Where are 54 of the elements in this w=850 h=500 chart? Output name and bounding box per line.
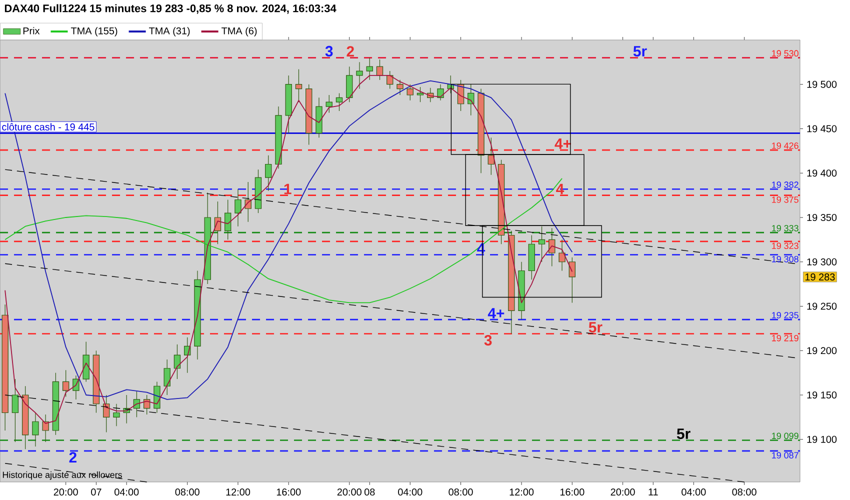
x-tick-label: 08:00	[448, 488, 473, 496]
ref-line-label: 19 219	[772, 334, 798, 342]
annotation: 2	[346, 46, 354, 57]
x-tick-label: 08:00	[732, 488, 756, 496]
annotation: 3	[325, 46, 333, 57]
y-tick-label: 19 400	[807, 170, 837, 177]
annotation: 2	[69, 452, 76, 463]
x-tick-label: 07	[91, 488, 102, 496]
x-tick-label: 20:00	[54, 488, 78, 496]
ref-line-label: 19 530	[772, 50, 798, 57]
x-tick-label: 12:00	[510, 488, 534, 496]
ref-line-label: 19 426	[772, 142, 798, 149]
ref-line-label: 19 235	[772, 312, 798, 318]
ref-line-label: 19 323	[772, 242, 798, 250]
x-tick-label: 12:00	[226, 488, 250, 496]
annotation: 5r	[633, 46, 647, 57]
annotation: 4	[556, 184, 564, 194]
x-tick-label: 04:00	[682, 488, 706, 496]
ref-line-label: 19 382	[772, 182, 798, 188]
ref-line-label: 19 087	[772, 452, 798, 458]
ref-line-label: 19 333	[772, 225, 798, 232]
legend-label: TMA (31)	[149, 27, 190, 36]
legend-label: TMA (6)	[222, 27, 257, 36]
x-tick-label: 20:00	[337, 488, 362, 496]
y-tick-label: 19 350	[807, 214, 837, 222]
text: 19 283	[805, 273, 835, 280]
annotation: 5r	[676, 428, 690, 440]
annotation: 1	[284, 184, 292, 194]
legend-label: Prix	[23, 27, 40, 34]
ref-line-label: 19 375	[772, 196, 798, 203]
y-tick-label: 19 500	[807, 80, 837, 88]
y-tick-label: 19 450	[807, 125, 837, 132]
annotation: 5r	[588, 322, 602, 333]
y-tick-label: 19 300	[807, 258, 837, 266]
y-tick-label: 19 150	[807, 391, 837, 399]
ref-line-label: 19 099	[772, 432, 798, 440]
x-tick-label: 04:00	[398, 488, 422, 496]
x-tick-label: 08:00	[175, 488, 200, 496]
x-tick-label: 16:00	[560, 488, 584, 496]
x-tick-label: 20:00	[610, 488, 635, 496]
x-tick-label: 16:00	[276, 488, 301, 496]
annotation: 3	[484, 334, 492, 346]
y-tick-label: 19 200	[807, 347, 837, 354]
x-tick-label: 08	[364, 488, 375, 496]
annotation: Historique ajusté aux rollovers	[2, 471, 122, 480]
ref-line-label: 19 308	[772, 256, 798, 262]
x-tick-label: 11	[648, 488, 658, 496]
annotation: 4+	[488, 308, 504, 318]
legend-label: TMA (155)	[70, 27, 118, 36]
x-tick-label: 04:00	[114, 488, 139, 496]
ref-line-label: clôture cash - 19 445	[2, 123, 94, 130]
y-tick-label: 19 250	[807, 302, 837, 310]
y-tick-label: 19 100	[807, 436, 837, 443]
chart-title: DAX40 Full1224 15 minutes 19 283 -0,85 % 8 nov. 2024, 16:03:34	[4, 4, 336, 14]
